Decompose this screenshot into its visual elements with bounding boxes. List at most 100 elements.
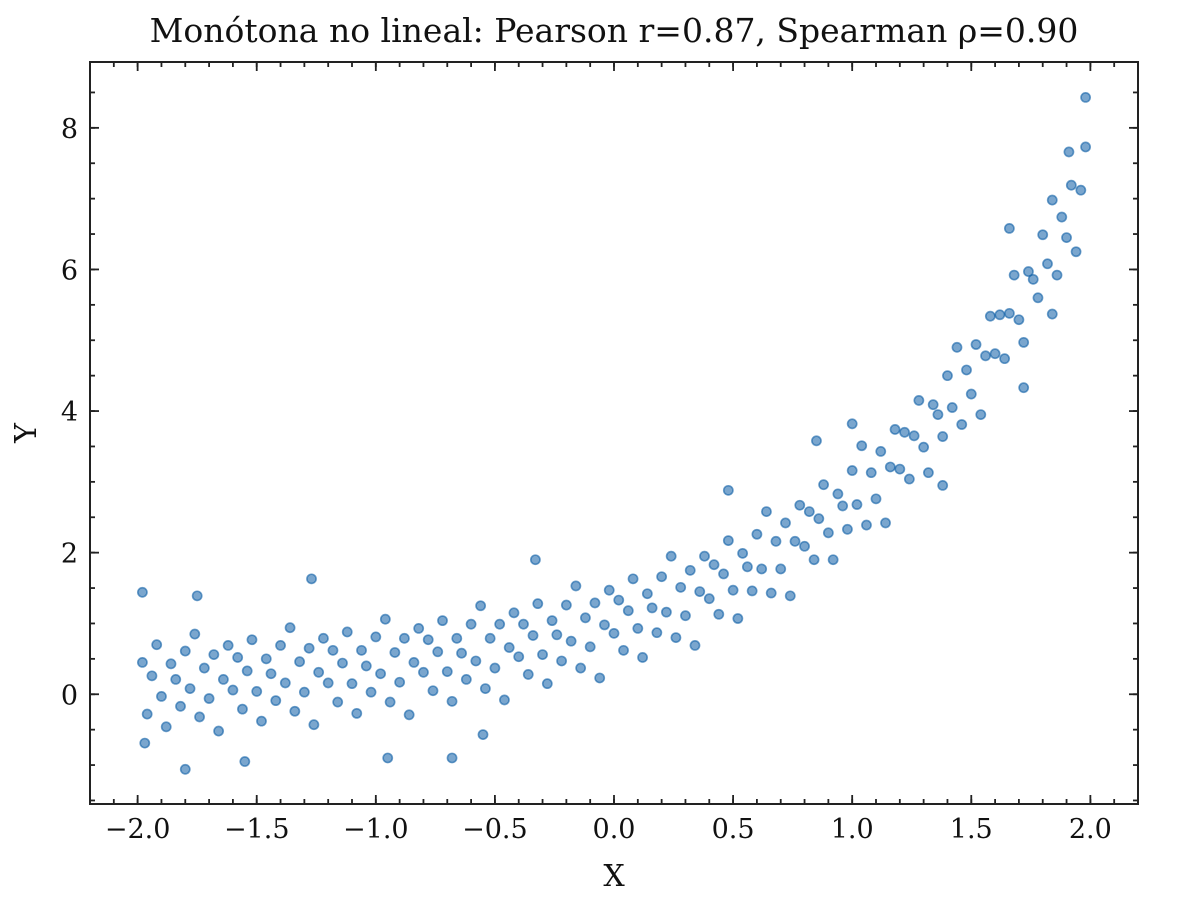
- data-point: [746, 585, 758, 597]
- data-point: [227, 684, 239, 696]
- data-point: [923, 467, 934, 479]
- data-point: [713, 608, 725, 620]
- data-point: [389, 647, 401, 658]
- data-point: [956, 419, 968, 430]
- data-point: [780, 517, 791, 529]
- data-point: [584, 641, 596, 653]
- data-point: [732, 613, 744, 624]
- data-point: [527, 630, 539, 641]
- data-point: [1032, 292, 1044, 304]
- data-point: [208, 649, 220, 661]
- data-point: [379, 613, 391, 625]
- x-tick-label: −1.5: [224, 814, 290, 845]
- data-point: [870, 493, 882, 505]
- data-point: [832, 488, 844, 500]
- data-point: [994, 309, 1006, 321]
- data-point: [508, 607, 520, 619]
- data-point: [770, 535, 782, 547]
- data-point: [1080, 141, 1091, 153]
- data-point: [308, 719, 320, 731]
- data-point: [751, 528, 763, 540]
- data-point: [989, 348, 1001, 360]
- data-point: [203, 693, 215, 704]
- data-point: [680, 610, 691, 622]
- data-point: [403, 709, 415, 721]
- data-point: [842, 523, 853, 535]
- data-point: [599, 619, 610, 631]
- data-point: [518, 618, 529, 630]
- data-point: [608, 627, 620, 639]
- data-point: [327, 644, 339, 656]
- data-point: [422, 634, 434, 646]
- data-point: [437, 615, 448, 627]
- data-point: [708, 559, 720, 571]
- data-point: [560, 599, 572, 611]
- plot-frame: [89, 61, 1139, 805]
- data-point: [237, 703, 248, 715]
- data-point: [632, 623, 644, 634]
- data-point: [341, 626, 353, 638]
- data-point: [646, 602, 658, 614]
- data-point: [499, 694, 510, 706]
- data-point: [251, 686, 263, 697]
- data-point: [1018, 336, 1030, 348]
- data-point: [761, 506, 772, 517]
- data-point: [446, 752, 458, 764]
- data-point: [184, 683, 196, 694]
- data-point: [1065, 179, 1077, 191]
- data-point: [217, 673, 229, 685]
- data-point: [884, 461, 896, 473]
- data-point: [894, 463, 906, 475]
- y-tick-label: 2: [61, 539, 78, 570]
- data-point: [675, 581, 687, 593]
- data-point: [803, 506, 815, 517]
- data-point: [856, 440, 868, 452]
- data-point: [1051, 269, 1063, 281]
- data-point: [1056, 211, 1068, 223]
- data-point: [765, 587, 777, 599]
- data-point: [580, 612, 591, 624]
- data-point: [1061, 232, 1072, 243]
- data-point: [899, 426, 910, 438]
- data-point: [999, 353, 1011, 365]
- data-point: [139, 737, 151, 749]
- x-tick-label: 2.0: [1069, 814, 1112, 845]
- data-point: [651, 627, 663, 639]
- data-point: [537, 649, 548, 661]
- data-point: [260, 653, 272, 665]
- y-axis-label: Y: [9, 422, 44, 444]
- data-point: [937, 431, 949, 442]
- data-point: [1046, 308, 1058, 320]
- data-point: [984, 310, 996, 322]
- data-point: [375, 668, 386, 680]
- data-point: [275, 640, 286, 651]
- data-point: [151, 639, 163, 651]
- x-axis-label: X: [603, 859, 625, 894]
- data-point: [851, 499, 863, 510]
- data-point: [346, 678, 358, 690]
- data-point: [727, 584, 739, 596]
- data-point: [179, 763, 191, 775]
- data-point: [775, 563, 787, 575]
- y-tick-label: 6: [61, 255, 78, 286]
- data-point: [398, 632, 410, 644]
- data-point: [156, 690, 167, 702]
- data-point: [337, 657, 348, 669]
- data-point: [465, 618, 477, 630]
- data-point: [722, 535, 734, 547]
- data-point: [918, 441, 930, 453]
- data-point: [522, 669, 534, 680]
- data-point: [951, 341, 963, 353]
- data-point: [451, 632, 463, 644]
- data-point: [703, 593, 715, 605]
- data-point: [908, 430, 920, 442]
- data-point: [270, 695, 282, 707]
- data-point: [351, 707, 363, 719]
- data-point: [694, 586, 706, 597]
- data-point: [356, 644, 367, 656]
- data-point: [256, 715, 267, 727]
- data-point: [365, 686, 377, 698]
- data-point: [603, 584, 615, 596]
- data-point: [136, 586, 148, 598]
